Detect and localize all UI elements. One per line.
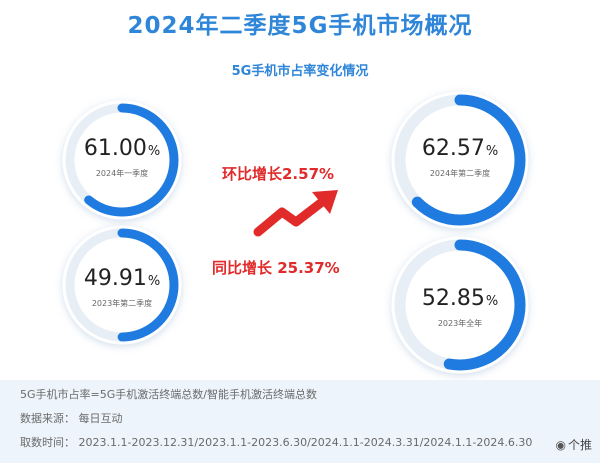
donut-label-block-2023-full: 52.85% 2023年全年: [398, 286, 522, 329]
donut-2: [62, 225, 182, 345]
yoy-growth-annotation: 同比增长 25.37%: [212, 259, 340, 277]
qoq-growth-annotation: 环比增长2.57%: [222, 165, 335, 183]
donut-backdrop: [391, 91, 529, 229]
donut-value: 61.00: [83, 136, 147, 161]
donut-3: [391, 91, 529, 229]
donut-value-arc: [394, 239, 526, 371]
donut-4: [391, 236, 529, 374]
donut-backdrop: [62, 225, 182, 345]
watermark-badge: ◉ 个推: [556, 436, 593, 453]
donut-unit: %: [485, 294, 499, 309]
period-note: 取数时间： 2023.1.1-2023.12.31/2023.1.1-2023.…: [20, 436, 533, 449]
footer-notes: 5G手机市占率=5G手机激活终端总数/智能手机激活终端总数 数据来源： 每日互动…: [0, 380, 600, 463]
donut-value: 49.91: [83, 266, 147, 291]
donut-label: 2024年第二季度: [429, 169, 491, 178]
donut-label: 2024年一季度: [95, 169, 149, 178]
source-note: 数据来源： 每日互动: [20, 412, 123, 425]
eye-icon: ◉: [555, 438, 566, 452]
donut-value-arc: [65, 228, 179, 342]
donut-label-block-q1-2024: 61.00% 2024年一季度: [62, 136, 182, 179]
donut-charts: [62, 91, 529, 374]
trend-arrow-icon: [253, 190, 338, 237]
donut-label: 2023年第二季度: [91, 299, 153, 308]
donut-value-arc: [394, 94, 526, 226]
donut-backdrop: [62, 100, 182, 220]
donut-1: [62, 100, 182, 220]
donut-label: 2023年全年: [437, 319, 483, 328]
donut-unit: %: [485, 144, 499, 159]
donut-unit: %: [147, 144, 161, 159]
donut-backdrop: [391, 236, 529, 374]
watermark-text: 个推: [567, 438, 592, 452]
donut-label-block-q2-2023: 49.91% 2023年第二季度: [62, 266, 182, 309]
donut-value: 52.85: [421, 286, 485, 311]
donut-value: 62.57: [421, 136, 485, 161]
formula-note: 5G手机市占率=5G手机激活终端总数/智能手机激活终端总数: [20, 388, 317, 401]
page-title: 2024年二季度5G手机市场概况: [127, 13, 473, 39]
donut-label-block-q2-2024: 62.57% 2024年第二季度: [398, 136, 522, 179]
chart-subtitle: 5G手机市占率变化情况: [231, 64, 369, 79]
donut-unit: %: [147, 274, 161, 289]
donut-value-arc: [65, 103, 179, 217]
